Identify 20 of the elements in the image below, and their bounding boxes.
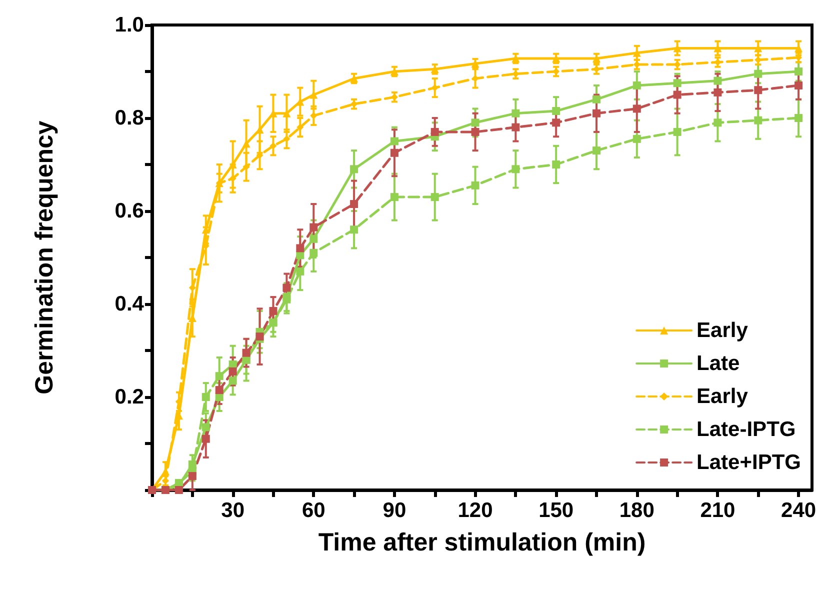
y-tick-label: 0.8 [114, 106, 144, 130]
legend-label: Early [696, 319, 748, 342]
x-tick-label: 120 [458, 499, 493, 522]
y-axis-title: Germination frequency [30, 120, 58, 394]
y-tick-label: 0.2 [114, 386, 144, 408]
x-axis-title: Time after stimulation (min) [318, 528, 646, 556]
x-tick-label: 180 [619, 499, 654, 522]
y-tick-label: 0.6 [114, 200, 144, 222]
legend-label: Late+IPTG [696, 451, 802, 474]
x-tick-label: 60 [302, 499, 326, 522]
x-tick-label: 210 [700, 499, 736, 522]
legend-label: Late-IPTG [696, 418, 796, 441]
y-tick-label: 1.0 [114, 14, 144, 36]
x-tick-label: 90 [382, 499, 406, 522]
x-tick-label: 30 [221, 499, 244, 522]
x-tick-label: 240 [781, 499, 816, 522]
legend-label: Late [696, 352, 740, 375]
y-tick-label: 0.4 [114, 292, 144, 316]
x-tick-label: 150 [538, 499, 574, 522]
legend-label: Early [696, 385, 748, 408]
